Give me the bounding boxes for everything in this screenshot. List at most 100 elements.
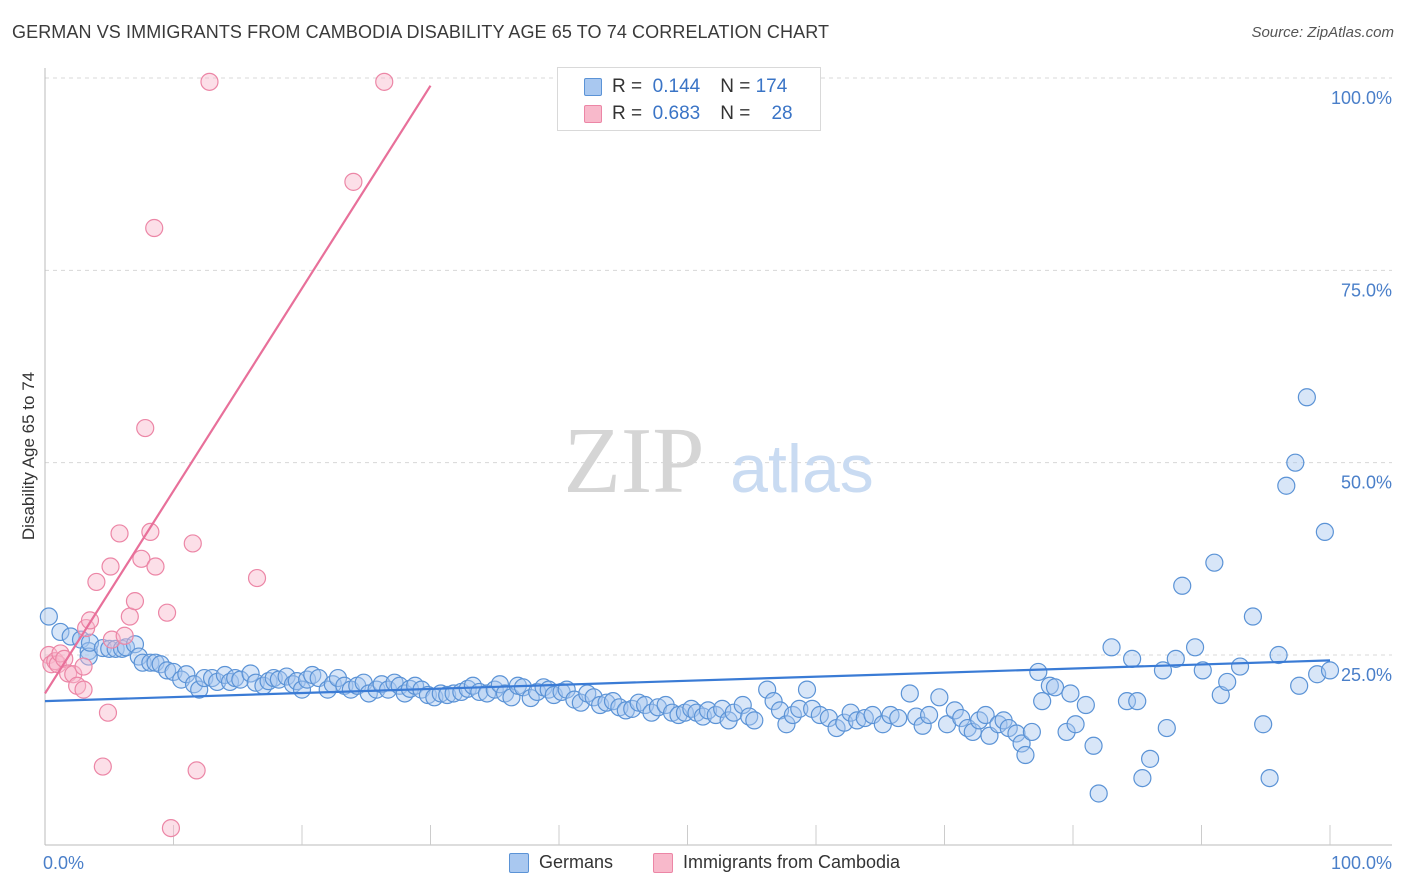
axes (44, 68, 1392, 846)
legend-r-label: R = (612, 103, 643, 124)
cambodia-point (74, 657, 93, 676)
german-point (1230, 657, 1250, 676)
legend-r-value: 0.144 (652, 76, 701, 97)
german-point (930, 688, 949, 707)
german-point (1243, 607, 1263, 626)
german-point (157, 661, 177, 680)
german-point (231, 670, 250, 689)
german-point (733, 695, 752, 715)
legend-n-label: N = (720, 103, 751, 124)
german-point (745, 711, 764, 730)
german-point (1089, 784, 1108, 803)
german-point (1269, 645, 1288, 665)
german-point (1173, 576, 1192, 595)
legend-row-cambodia: R = 0.683 N = 28 (584, 103, 793, 125)
german-point (1066, 715, 1085, 734)
german-point (1185, 638, 1205, 657)
german-point (976, 705, 995, 725)
german-point (1102, 638, 1121, 657)
cambodia-point (125, 592, 145, 611)
cambodia-point (110, 524, 129, 543)
grid-lines (45, 77, 1392, 656)
cambodia-point (59, 664, 78, 683)
german-point (1166, 649, 1185, 668)
legend: R = 0.144 N = 174 R = 0.683 N = 28 (557, 67, 821, 131)
bottom-legend: Germans Immigrants from Cambodia (0, 852, 1406, 876)
y-tick-label: 50.0% (1341, 473, 1392, 493)
cambodia-point (87, 572, 106, 592)
cambodia-point (145, 218, 164, 238)
german-point (1315, 522, 1334, 542)
german-point (190, 680, 209, 699)
german-point (490, 675, 509, 694)
cambodia-point (64, 665, 83, 684)
german-point (39, 607, 58, 626)
german-point (1205, 553, 1224, 572)
german-point (873, 715, 892, 734)
german-point (184, 675, 204, 694)
german-point (713, 699, 732, 718)
chart-title: GERMAN VS IMMIGRANTS FROM CAMBODIA DISAB… (12, 22, 830, 42)
bottom-legend-cambodia-label: Immigrants from Cambodia (683, 852, 901, 872)
cambodia-point (98, 703, 118, 722)
cambodia-point (136, 418, 155, 438)
legend-r-value: 0.683 (652, 103, 701, 124)
german-point (952, 708, 971, 728)
x-tick-label: 100.0% (1331, 853, 1392, 873)
cambodia-point (247, 568, 267, 588)
cambodia-point (344, 172, 363, 191)
tick-labels: 25.0% 50.0% 75.0% 100.0% 0.0% 100.0% (43, 88, 1392, 873)
german-point (177, 665, 196, 684)
german-point (1297, 388, 1316, 407)
cambodia-points (39, 72, 394, 838)
legend-n-value: 174 (755, 76, 788, 97)
german-point (900, 684, 919, 703)
cambodia-point (183, 534, 202, 553)
legend-swatch-german (584, 78, 602, 96)
y-tick-label: 25.0% (1341, 665, 1392, 685)
german-points (39, 388, 1340, 803)
german-point (1076, 695, 1095, 715)
german-point (1033, 692, 1052, 711)
cambodia-point (157, 603, 177, 622)
x-tick-label: 0.0% (43, 853, 84, 873)
german-point (764, 692, 783, 711)
german-point (1277, 476, 1296, 495)
german-point (758, 680, 777, 699)
german-point (1260, 768, 1279, 788)
cambodia-point (146, 557, 165, 576)
german-point (51, 622, 70, 642)
cambodia-point (120, 607, 139, 626)
german-point (1045, 678, 1065, 697)
german-point (1128, 692, 1147, 711)
bottom-legend-cambodia: Immigrants from Cambodia (653, 852, 900, 873)
german-point (1123, 649, 1142, 668)
german-point (1029, 662, 1048, 682)
german-point (1084, 736, 1103, 755)
legend-row-german: R = 0.144 N = 174 (584, 76, 787, 98)
german-trend-line (44, 659, 1331, 703)
german-point (1007, 724, 1026, 743)
cambodia-point (101, 557, 120, 576)
german-point (1254, 715, 1273, 734)
german-point (1140, 749, 1160, 768)
cambodia-point (132, 549, 151, 568)
german-point (1012, 734, 1031, 753)
german-point (797, 680, 817, 699)
cambodia-point (161, 818, 181, 838)
legend-n-value: 28 (771, 103, 793, 124)
german-point (485, 680, 504, 699)
cambodia-point (141, 522, 160, 542)
y-tick-label: 75.0% (1341, 280, 1392, 300)
watermark-atlas: atlas (730, 431, 874, 507)
german-point (502, 688, 521, 707)
cambodia-point (187, 761, 206, 780)
watermark: ZIP atlas (564, 409, 874, 513)
german-point (919, 705, 939, 725)
trend-lines (44, 85, 1331, 703)
german-point (913, 716, 932, 735)
cambodia-point (115, 626, 134, 645)
german-point (438, 685, 457, 705)
german-point (1022, 722, 1041, 742)
german-point (133, 653, 152, 672)
